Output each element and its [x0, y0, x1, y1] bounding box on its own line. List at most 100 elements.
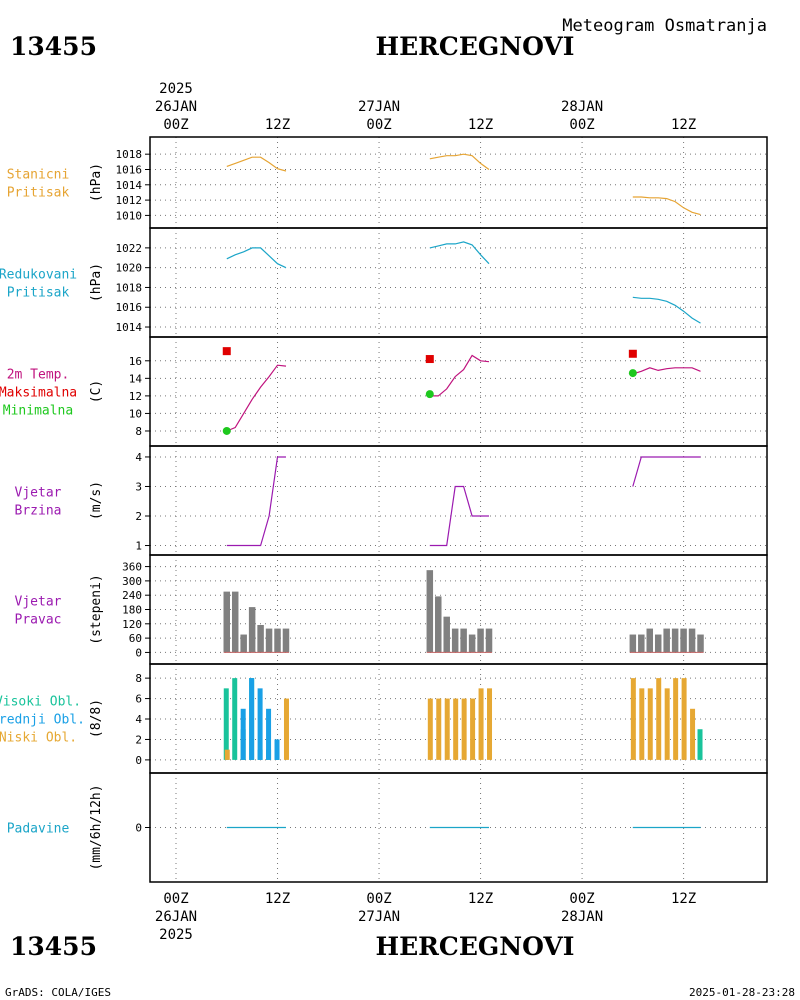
- bar: [477, 628, 484, 653]
- panel-label: Niski Obl.: [0, 731, 77, 746]
- bar: [654, 634, 662, 653]
- bar: [231, 591, 239, 653]
- bar: [697, 729, 703, 760]
- bar: [265, 628, 273, 653]
- bottom-time-label: 00Z: [366, 891, 391, 907]
- unit-label: (C): [89, 380, 104, 403]
- bar: [453, 698, 459, 760]
- panel-1: 1014 1016 1018 1020 1022 (hPa) Redukovani Priti…: [0, 227, 768, 338]
- bottom-time-label: 12Z: [468, 891, 493, 907]
- bar: [468, 634, 476, 653]
- tmin-marker: [628, 369, 637, 378]
- bottom-time-label: 28JAN: [561, 909, 603, 925]
- y-tick-label: 0: [135, 822, 142, 835]
- panel-label: Srednji Obl.: [0, 713, 85, 728]
- top-time-axis: 2025 26JAN 00Z 12Z 27JAN 00Z 12Z 28JAN 00Z 12Z: [155, 81, 696, 133]
- series-line: [429, 485, 489, 547]
- y-tick-label: 1016: [116, 301, 143, 314]
- y-tick-label: 4: [135, 451, 142, 464]
- y-tick-label: 1018: [116, 281, 143, 294]
- bar: [223, 688, 229, 760]
- unit-label: (hPa): [89, 163, 104, 202]
- y-tick-label: 180: [122, 604, 142, 617]
- tmax-marker: [425, 355, 434, 364]
- bar: [671, 628, 679, 653]
- y-tick-label: 1012: [116, 194, 143, 207]
- series-line: [226, 156, 287, 172]
- bar: [436, 698, 442, 760]
- unit-label: (stepeni): [89, 574, 104, 644]
- unit-label: (8/8): [89, 699, 104, 738]
- top-time-label: 2025: [159, 81, 193, 97]
- tmin-marker: [425, 390, 434, 399]
- top-time-label: 27JAN: [358, 99, 400, 115]
- bar: [461, 698, 467, 760]
- panel-label: Brzina: [15, 504, 62, 519]
- tmax-marker: [628, 349, 637, 358]
- panel-6: 0 (mm/6h/12h) Padavine: [7, 772, 768, 883]
- bar: [487, 688, 493, 760]
- y-tick-label: 10: [129, 407, 142, 420]
- top-time-label: 28JAN: [561, 99, 603, 115]
- y-tick-label: 1: [135, 540, 142, 553]
- series-line: [632, 456, 701, 487]
- bar: [629, 634, 637, 653]
- bar: [240, 634, 247, 653]
- series-line: [632, 296, 701, 324]
- bar: [240, 708, 246, 760]
- y-tick-label: 1014: [116, 179, 143, 192]
- credit-text: GrADS: COLA/IGES: [5, 986, 111, 999]
- panel-label: Visoki Obl.: [0, 695, 81, 710]
- y-tick-label: 2: [135, 510, 142, 523]
- unit-label: (mm/6h/12h): [89, 784, 104, 870]
- series-line: [632, 367, 701, 375]
- y-tick-label: 16: [129, 355, 142, 368]
- panel-frame: [149, 772, 768, 883]
- bar: [470, 698, 476, 760]
- y-tick-label: 12: [129, 390, 142, 403]
- y-tick-label: 60: [129, 632, 142, 645]
- top-time-label: 12Z: [468, 117, 493, 133]
- bar: [444, 698, 450, 760]
- bar: [257, 625, 264, 653]
- bar: [223, 591, 231, 653]
- bottom-time-label: 2025: [159, 927, 193, 943]
- panel-0: 1010 1012 1014 1016 1018 (hPa) Stanicni Pritisa…: [7, 136, 768, 229]
- panel-label: Pritisak: [7, 286, 70, 301]
- y-tick-label: 14: [129, 372, 143, 385]
- panel-label: Pravac: [15, 613, 62, 628]
- bar: [232, 678, 238, 760]
- bar: [248, 607, 256, 653]
- top-time-label: 00Z: [569, 117, 594, 133]
- y-tick-label: 4: [135, 713, 142, 726]
- top-time-label: 12Z: [671, 117, 696, 133]
- panel-2: 8 10 12 14 16 (C) 2m Temp. Maksimalna Minimalna: [0, 336, 768, 447]
- y-tick-label: 1020: [116, 262, 143, 275]
- panels: 10101012101410161018(hPa)StanicniPritisa…: [0, 136, 768, 883]
- bar: [697, 634, 704, 653]
- bar: [257, 688, 263, 760]
- top-time-label: 00Z: [366, 117, 391, 133]
- y-tick-label: 1010: [116, 209, 143, 222]
- y-tick-label: 6: [135, 693, 142, 706]
- panel-label: Stanicni: [7, 168, 70, 183]
- bar: [485, 628, 493, 653]
- panel-label: Vjetar: [15, 595, 62, 610]
- bar: [283, 698, 289, 760]
- bottom-time-label: 12Z: [671, 891, 696, 907]
- bar: [688, 628, 696, 653]
- bar: [274, 739, 280, 760]
- bar: [690, 708, 696, 760]
- y-tick-label: 1018: [116, 148, 143, 161]
- series-line: [226, 364, 287, 432]
- series-line: [632, 196, 701, 216]
- station-id-bottom: 13455: [10, 932, 97, 961]
- y-tick-label: 1016: [116, 163, 143, 176]
- panel-label: Padavine: [7, 822, 70, 837]
- y-tick-label: 0: [135, 646, 142, 659]
- y-tick-label: 360: [122, 561, 142, 574]
- bar: [646, 628, 654, 653]
- y-tick-label: 8: [135, 425, 142, 438]
- bar: [435, 596, 442, 653]
- station-name-top: HERCEGNOVI: [375, 32, 574, 61]
